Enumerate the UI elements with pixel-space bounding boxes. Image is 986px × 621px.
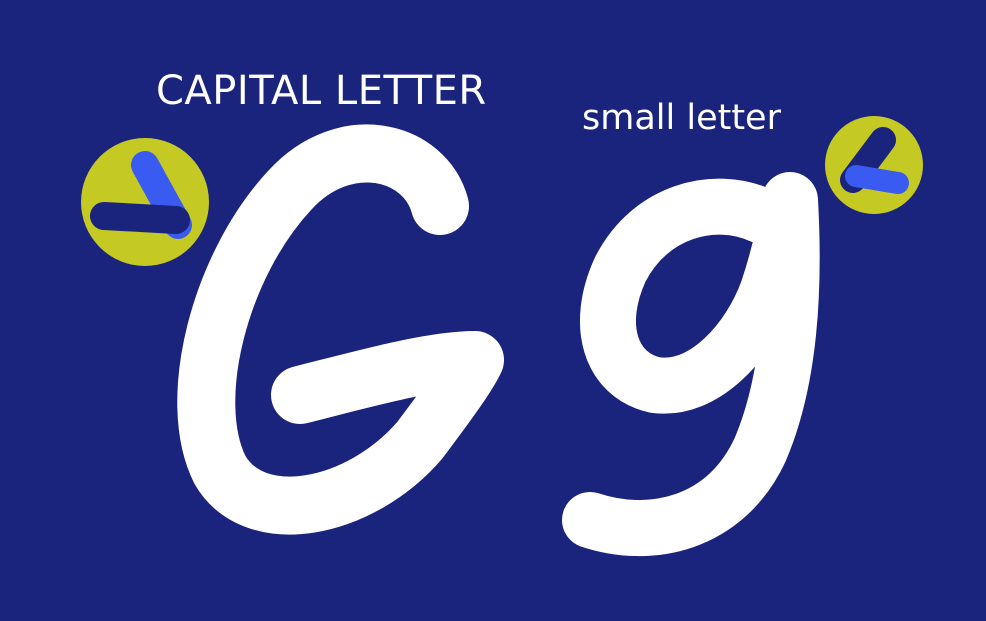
capital-letter-label: CAPITAL LETTER bbox=[156, 68, 487, 114]
small-g-glyph bbox=[562, 172, 820, 557]
capital-g-glyph bbox=[177, 124, 504, 535]
capital-stroke-order-badge-icon bbox=[81, 138, 209, 266]
small-stroke-order-badge-icon bbox=[825, 116, 923, 214]
small-letter-label: small letter bbox=[582, 98, 781, 138]
